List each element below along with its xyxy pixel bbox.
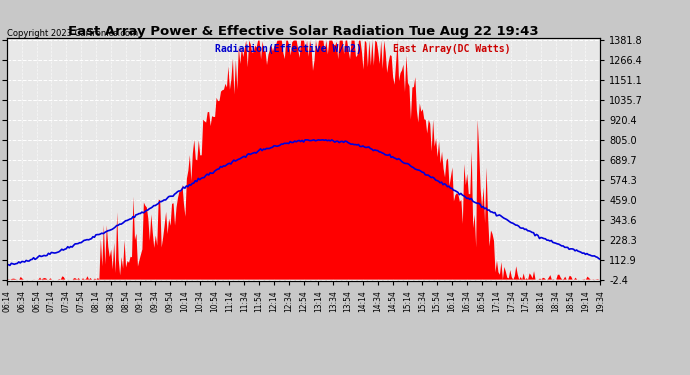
Text: East Array(DC Watts): East Array(DC Watts)	[393, 44, 510, 54]
Title: East Array Power & Effective Solar Radiation Tue Aug 22 19:43: East Array Power & Effective Solar Radia…	[68, 24, 539, 38]
Text: Copyright 2023 Cartronics.com: Copyright 2023 Cartronics.com	[7, 28, 138, 38]
Text: Radiation(Effective W/m2): Radiation(Effective W/m2)	[215, 44, 362, 54]
